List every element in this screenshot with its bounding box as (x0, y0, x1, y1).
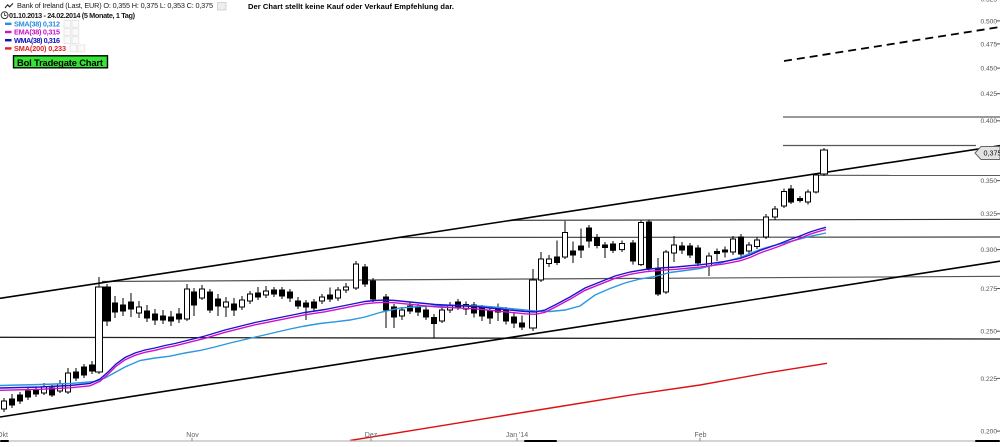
svg-text:0.200: 0.200 (980, 429, 997, 436)
svg-text:0.325: 0.325 (980, 211, 997, 218)
svg-text:0.475: 0.475 (980, 41, 997, 48)
svg-text:0.225: 0.225 (980, 376, 997, 383)
svg-text:0.250: 0.250 (980, 329, 997, 336)
svg-text:0.425: 0.425 (980, 91, 997, 98)
svg-text:0.350: 0.350 (980, 178, 997, 185)
svg-text:SMA(200) 0,233: SMA(200) 0,233 (14, 44, 66, 53)
svg-text:0,375: 0,375 (984, 149, 1000, 158)
svg-text:Bank of Ireland (Last, EUR) O: Bank of Ireland (Last, EUR) O: 0,355 H: … (17, 1, 213, 10)
svg-text:0.450: 0.450 (980, 66, 997, 73)
svg-text:0.275: 0.275 (980, 286, 997, 293)
svg-text:0.300: 0.300 (980, 247, 997, 254)
svg-text:0.525: 0.525 (980, 0, 997, 3)
svg-text:0.500: 0.500 (980, 18, 997, 25)
svg-text:Nov: Nov (186, 432, 199, 439)
svg-text:BoI Tradegate Chart: BoI Tradegate Chart (17, 57, 103, 68)
svg-text:Der Chart stellt keine Kauf od: Der Chart stellt keine Kauf oder Verkauf… (248, 2, 454, 11)
svg-text:Okt: Okt (0, 432, 8, 439)
svg-text:0.400: 0.400 (980, 118, 997, 125)
svg-text:Feb: Feb (694, 432, 706, 439)
